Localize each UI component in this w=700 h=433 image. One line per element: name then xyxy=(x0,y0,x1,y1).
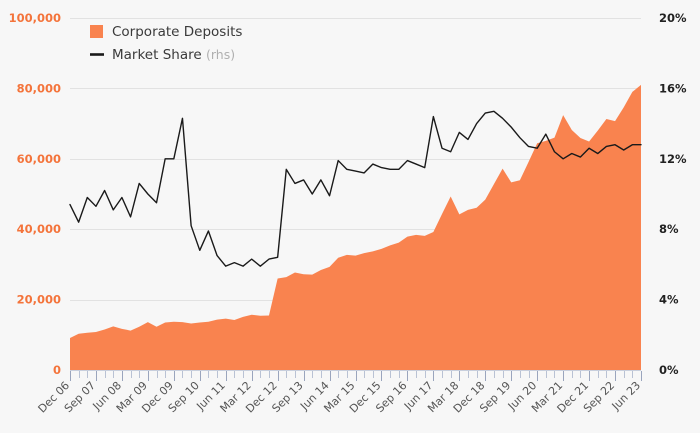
left-axis-labels: 0 20,000 40,000 60,000 80,000 100,000 xyxy=(9,11,61,377)
line-series-group xyxy=(69,110,642,267)
right-axis-tick-label: 20% xyxy=(659,11,687,25)
legend-label-suffix: (rhs) xyxy=(206,47,235,62)
left-axis-tick-label: 20,000 xyxy=(17,293,61,307)
right-axis-labels: 0% 4% 8% 12% 16% 20% xyxy=(659,11,687,377)
right-axis-tick-label: 12% xyxy=(659,152,687,166)
line-series-market-share xyxy=(69,110,642,267)
right-axis-tick-label: 16% xyxy=(659,81,687,95)
right-axis-tick-label: 0% xyxy=(659,363,679,377)
x-axis-group xyxy=(70,370,642,381)
legend-swatch-corporate-deposits xyxy=(90,25,103,38)
legend-label: Market Share xyxy=(112,47,202,63)
area-series-group xyxy=(70,84,641,370)
left-axis-tick-label: 80,000 xyxy=(17,81,61,95)
legend: Corporate Deposits Market Share (rhs) xyxy=(90,24,242,63)
left-axis-tick-label: 0 xyxy=(53,363,61,377)
left-axis-tick-label: 100,000 xyxy=(9,11,61,25)
left-axis-tick-label: 60,000 xyxy=(17,152,61,166)
area-series-corporate-deposits xyxy=(70,84,641,370)
left-axis-tick-label: 40,000 xyxy=(17,222,61,236)
legend-label: Corporate Deposits xyxy=(112,24,242,40)
right-axis-tick-label: 4% xyxy=(659,293,679,307)
x-axis-tick-label: Jun 23 xyxy=(609,379,643,413)
right-axis-tick-label: 8% xyxy=(659,222,679,236)
